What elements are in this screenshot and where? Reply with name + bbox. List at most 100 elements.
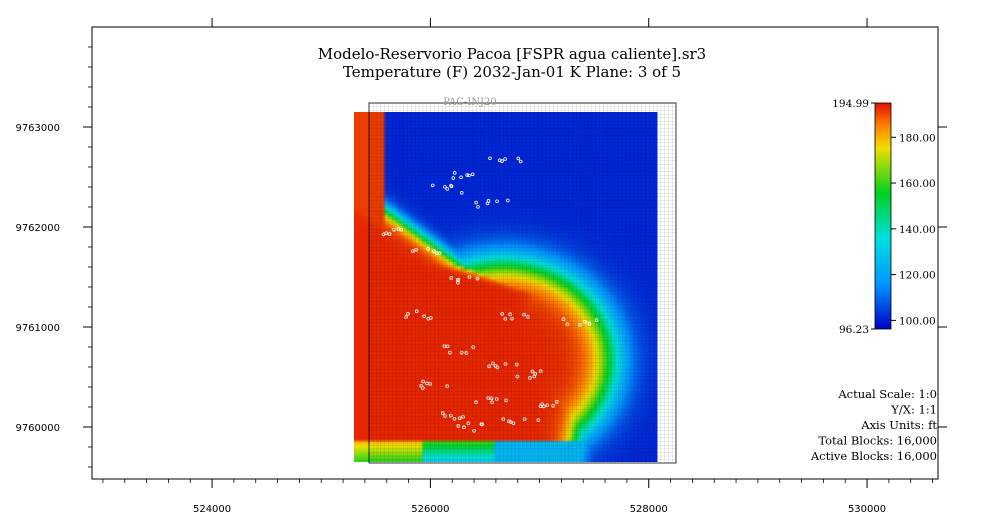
colorbar-tick-label: 100.00 [899,315,936,327]
well-marker [464,351,469,355]
chart-subtitle: Temperature (F) 2032-Jan-01 K Plane: 3 o… [343,63,681,81]
well-marker [489,396,494,401]
well-marker [422,314,426,318]
well-marker [445,187,450,191]
well-marker [538,369,543,373]
well-marker [430,183,435,188]
well-marker [445,384,450,388]
info-line: Total Blocks: 16,000 [818,434,937,448]
x-tick-label: 526000 [411,504,449,515]
well-marker [488,156,492,161]
well-marker [493,364,498,368]
well-marker [387,232,392,236]
well-marker [475,276,480,281]
colorbar-max-label: 194.99 [832,98,869,110]
well-marker [532,374,537,379]
well-marker [421,379,425,384]
well-marker [526,315,530,319]
x-tick-label: 524000 [193,504,231,515]
well-marker [419,384,423,388]
well-marker [442,344,447,348]
well-marker [507,419,511,424]
well-marker [426,246,430,251]
well-marker [445,344,450,349]
well-marker [474,200,478,205]
well-marker [467,275,472,279]
well-marker [578,323,582,327]
well-marker [456,277,461,282]
well-marker [503,157,507,161]
grid-outline [368,102,677,464]
colorbar-tick-label: 180.00 [899,132,936,144]
well-marker [503,362,508,366]
colorbar-ticks: 100.00 120.00 140.00 160.00 180.00 [871,102,936,330]
well-marker [494,397,499,401]
grid-cell-lines [369,103,676,463]
well-marker [414,309,419,313]
colorbar [874,102,892,330]
info-line: Active Blocks: 16,000 [810,449,937,463]
well-marker [545,403,550,407]
well-marker [495,199,499,204]
info-line: Y/X: 1:1 [890,403,937,417]
well-marker [474,400,478,404]
well-marker [511,421,516,426]
well-marker [565,322,570,327]
well-marker [443,414,447,418]
well-marker [551,404,555,408]
well-marker [500,159,504,163]
well-marker [465,173,469,177]
well-marker [452,171,457,175]
well-marker [431,249,436,254]
well-marker [490,400,494,405]
well-marker [506,198,510,203]
info-line: Axis Units: ft [860,418,937,432]
colorbar-min-label: 96.23 [839,324,869,336]
y-tick-label: 9762000 [15,223,60,234]
well-marker [542,404,546,409]
well-marker [487,364,491,369]
well-marker [471,345,476,349]
well-marker [501,417,506,421]
colorbar-tick-label: 120.00 [899,270,936,282]
well-marker [449,184,454,189]
well-marker [504,398,508,403]
colorbar-tick-label: 140.00 [899,224,936,236]
well-marker [500,312,504,316]
well-marker [410,249,415,254]
well-marker [467,173,471,178]
y-tick-label: 9761000 [15,323,60,334]
well-marker [508,420,513,424]
well-marker [451,176,456,180]
well-marker [480,422,484,427]
well-marker [443,185,447,189]
well-marker [540,402,544,406]
well-marker [461,415,465,419]
well-marker [429,316,433,320]
well-marker [466,421,471,425]
well-marker [530,369,535,374]
info-line: Actual Scale: 1:0 [837,387,937,401]
well-marker [515,374,520,379]
x-tick-label: 528000 [630,504,668,515]
well-marker [404,315,408,319]
x-axis: 524000 526000 528000 530000 [102,18,933,515]
well-marker [459,175,463,180]
well-marker [459,190,464,195]
well-marker [518,159,523,164]
well-marker [508,312,512,316]
well-marker [516,156,521,161]
y-axis: 9760000 9761000 9762000 9763000 [15,46,947,468]
well-marker [522,312,526,317]
well-marker [583,319,587,324]
well-marker [522,417,527,421]
x-tick-label: 530000 [848,504,886,515]
well-marker [452,416,457,421]
well-marker [561,317,566,322]
well-marker [555,400,559,404]
well-marker [470,172,475,177]
well-marker [414,247,418,252]
well-marker [459,350,464,355]
